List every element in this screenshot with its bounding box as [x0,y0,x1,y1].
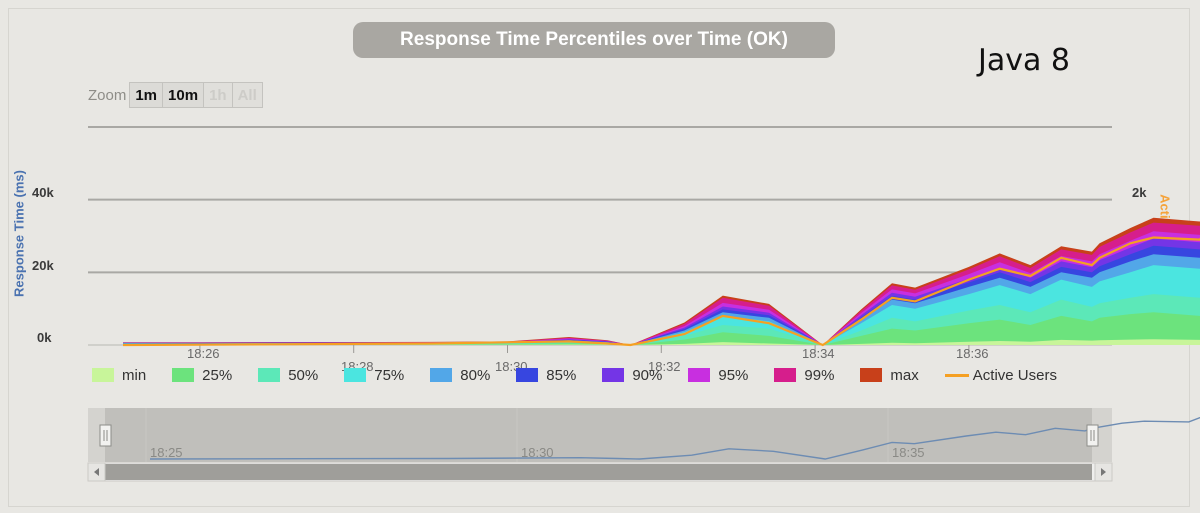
legend-swatch [602,368,625,382]
legend-label: max [890,366,919,384]
navigator-scrollbar-thumb [105,464,1092,480]
legend-item[interactable]: 50% [258,367,318,384]
navigator-tick-label: 18:35 [892,445,925,460]
series-area-25pct [123,312,1200,345]
x-tick-label: 18:26 [187,346,220,361]
legend-label: 80% [460,366,491,384]
legend-label: 85% [546,366,577,384]
legend-item[interactable]: min [92,367,146,384]
legend-swatch [944,373,969,377]
legend-swatch [430,368,453,382]
legend-item[interactable]: 80% [430,367,490,384]
series-area-min [123,339,1200,345]
legend-item[interactable]: 95% [688,367,748,384]
legend-label: Active Users [972,366,1057,384]
legend-swatch [172,368,195,382]
legend-label: 95% [718,366,749,384]
chevron-right-icon [1101,468,1106,476]
active-users-line [122,236,1200,347]
legend-item[interactable]: 75% [344,367,404,384]
legend-label: 50% [288,366,319,384]
legend-swatch [92,368,114,382]
navigator-selected-range [105,408,1092,462]
navigator-right-handle [1086,424,1099,447]
legend-swatch [344,368,367,382]
legend-label: 25% [202,366,233,384]
legend-swatch [688,368,711,382]
y-tick-label: 0k [37,330,52,345]
x-tick-label: 18:36 [956,346,989,361]
zoom-1h-button[interactable]: 1h [203,82,233,108]
legend-swatch [516,368,539,382]
legend-swatch [258,368,281,382]
chart-title: Response Time Percentiles over Time (OK) [353,22,835,58]
zoom-1m-button[interactable]: 1m [129,82,164,108]
legend-swatch [774,368,797,382]
legend-swatch [860,368,883,382]
legend-label: 75% [374,366,405,384]
y-tick-label: 20k [32,258,54,273]
navigator-series-line [149,416,1200,460]
x-tick-label: 18:34 [802,346,835,361]
legend-label: 90% [632,366,663,384]
zoom-control: Zoom 1m 10m 1h All [88,82,263,108]
x-tick-label: 18:32 [648,359,681,374]
legend-item[interactable]: 85% [516,367,576,384]
zoom-10m-button[interactable]: 10m [162,82,205,108]
navigator-left-handle [99,424,112,447]
legend-label: min [122,366,147,384]
navigator-tick-label: 18:25 [150,445,183,460]
legend-item[interactable]: 25% [172,367,232,384]
y-tick-label: 40k [32,185,54,200]
legend-item[interactable]: Active Users [944,366,1057,384]
navigator-tick-label: 18:30 [521,445,554,460]
chart-legend: min 25% 50% 75% 80% 85% 90% 95% 99% max Active Use… [92,364,1083,386]
legend-item[interactable]: 90% [602,367,662,384]
legend-label: 99% [804,366,835,384]
legend-item[interactable]: max [860,366,919,384]
java-version-annotation: Java 8 [978,43,1070,78]
y2-tick-label: 2k [1132,185,1147,200]
zoom-all-button[interactable]: All [231,82,263,108]
chevron-left-icon [94,468,99,476]
legend-item[interactable]: 99% [774,367,834,384]
zoom-label: Zoom [88,86,127,104]
